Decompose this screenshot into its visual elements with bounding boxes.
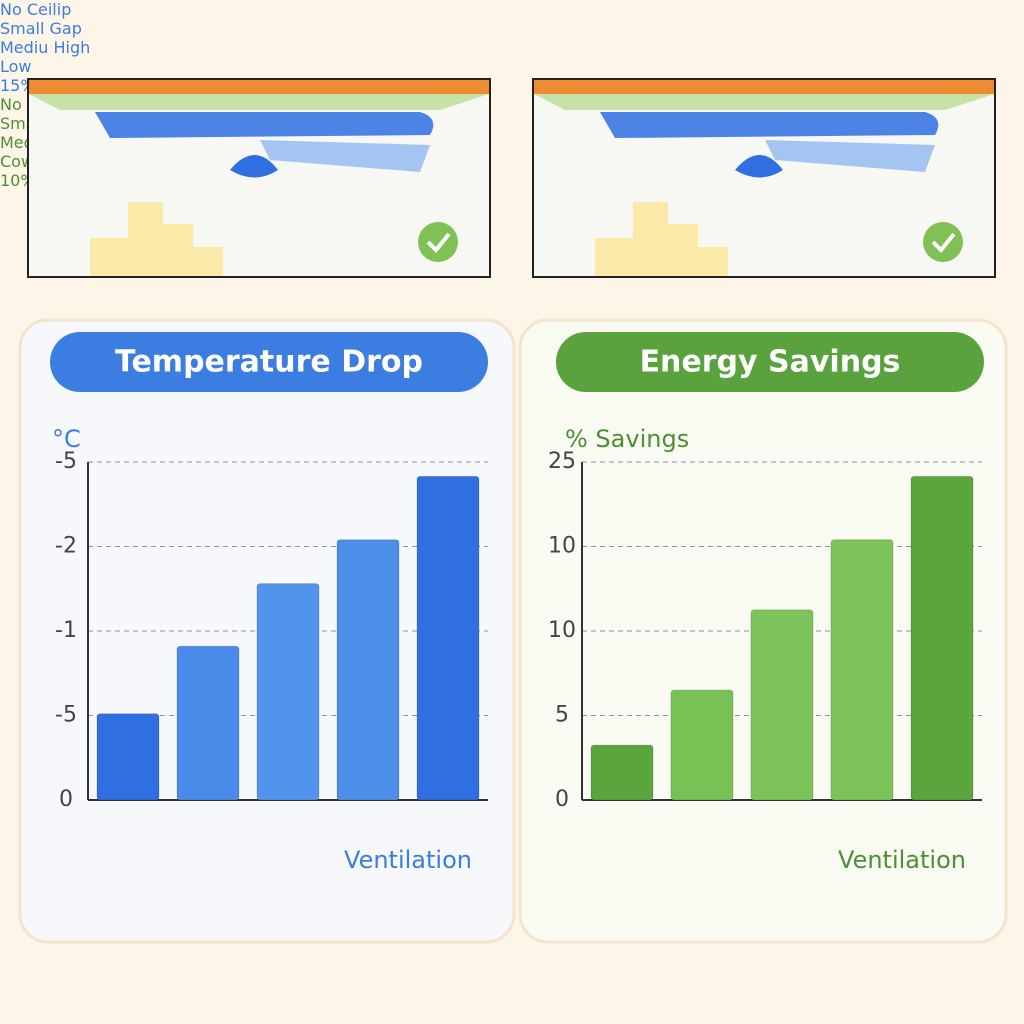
- y-tick-label: -5: [55, 449, 77, 474]
- bar: [830, 539, 894, 801]
- x-tick-label: 15%: [0, 76, 36, 95]
- x-annotation: Ventilation: [838, 846, 966, 874]
- y-axis-label: % Savings: [565, 425, 689, 453]
- x-tick-label: 10%: [0, 171, 36, 190]
- bar: [336, 539, 400, 801]
- x-tick-label: Small Gap: [0, 19, 82, 38]
- y-axis-label: °C: [52, 425, 81, 453]
- x-tick-label: Low: [0, 57, 32, 76]
- y-tick-label: 25: [548, 449, 576, 474]
- y-tick-label: 10: [548, 534, 576, 559]
- title-pill: [50, 332, 488, 392]
- x-tick-label: Cow: [0, 152, 35, 171]
- chart-title: Energy Savings: [640, 345, 901, 380]
- y-tick-label: 0: [555, 787, 569, 812]
- bar: [416, 475, 480, 801]
- illustration: [27, 78, 996, 278]
- bar: [176, 645, 240, 801]
- chart-title: Temperature Drop: [115, 345, 423, 380]
- y-tick-label: 5: [555, 703, 569, 728]
- x-tick-label: No Ceilip: [0, 0, 72, 19]
- bar: [96, 713, 160, 801]
- bar: [750, 609, 814, 801]
- y-tick-label: -1: [55, 618, 77, 643]
- y-tick-label: -2: [55, 534, 77, 559]
- bar: [256, 583, 320, 801]
- bar: [670, 689, 734, 801]
- bar: [910, 475, 974, 801]
- x-annotation: Ventilation: [344, 846, 472, 874]
- x-tick-label: Mediu High: [0, 38, 91, 57]
- bar: [590, 744, 654, 801]
- y-tick-label: 10: [548, 618, 576, 643]
- y-tick-label: -5: [55, 703, 77, 728]
- y-tick-label: 0: [59, 787, 73, 812]
- title-pill: [556, 332, 984, 392]
